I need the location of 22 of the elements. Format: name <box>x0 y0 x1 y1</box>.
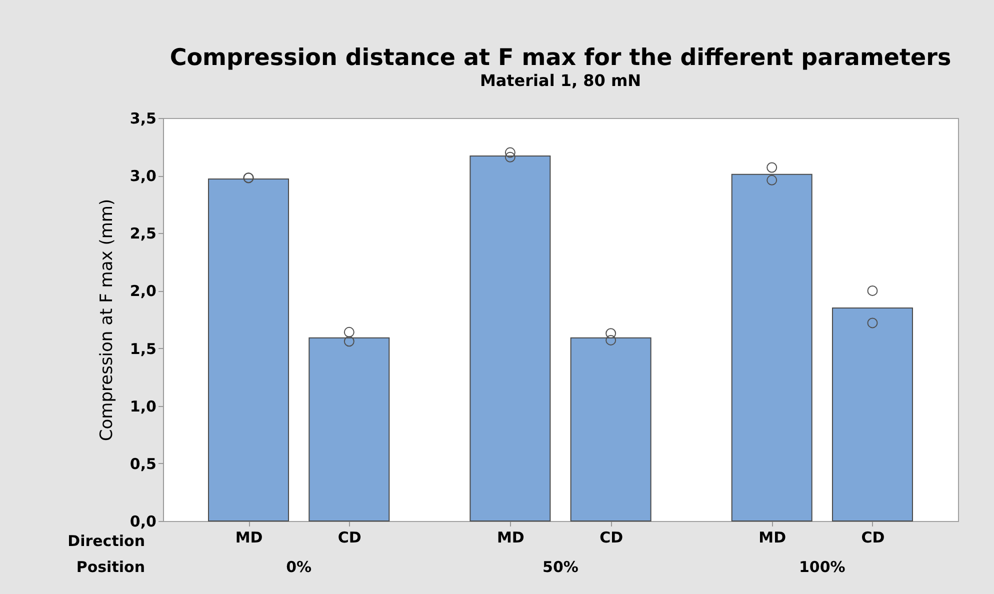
text: 100% <box>798 558 846 576</box>
x-tick-label: CD <box>338 528 362 546</box>
text: Position <box>76 558 145 576</box>
text: Direction <box>68 532 145 550</box>
x-tick-label: CD <box>600 528 624 546</box>
y-tick-label: 0,5 <box>130 454 156 473</box>
x-tick-label: MD <box>235 528 263 546</box>
chart-subtitle: Material 1, 80 mN <box>480 71 642 90</box>
y-tick-label: 1,5 <box>130 340 156 358</box>
y-tick-label: 0,0 <box>130 512 156 530</box>
y-tick-label: 2,5 <box>130 224 156 243</box>
x-tick-label: MD <box>758 528 786 546</box>
y-tick-label: 2,0 <box>130 282 156 300</box>
y-axis-title: Compression at F max (mm) <box>96 198 117 442</box>
y-tick-label: 3,0 <box>130 167 156 186</box>
text: 0% <box>286 558 312 576</box>
x-tick-label: MD <box>496 528 524 546</box>
y-tick-label: 3,5 <box>130 110 156 128</box>
y-tick-label: 1,0 <box>130 397 156 416</box>
text: 50% <box>542 558 578 576</box>
chart-title: Compression distance at F max for the different parameters <box>170 45 952 71</box>
x-tick-label: CD <box>861 528 885 546</box>
